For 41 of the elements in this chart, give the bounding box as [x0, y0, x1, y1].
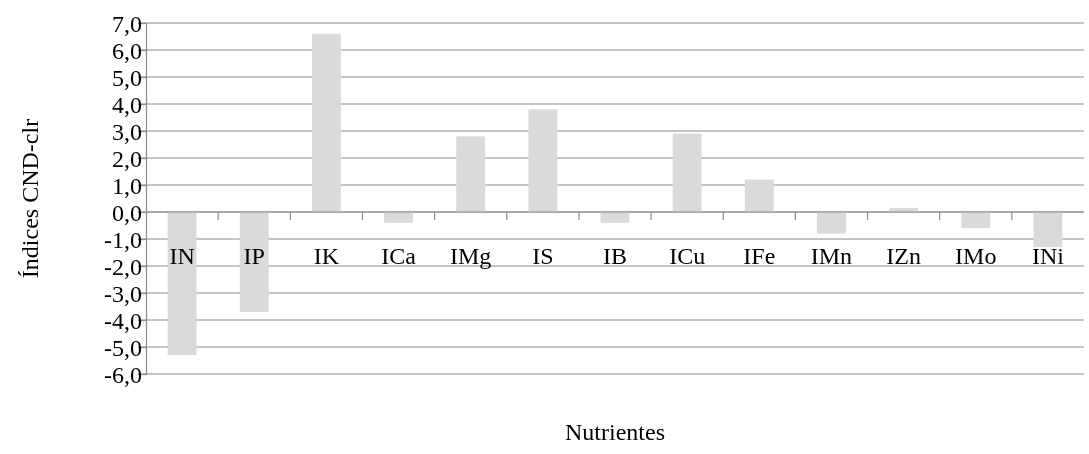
y-tick-label: 6,0 [112, 37, 142, 64]
x-tick-label: INi [1031, 243, 1065, 269]
y-tick-label: 4,0 [112, 91, 142, 118]
x-axis-title: Nutrientes [565, 419, 665, 445]
y-tick-label: 5,0 [112, 64, 142, 91]
y-tick-label: 0,0 [112, 199, 142, 226]
y-tick-label: 3,0 [112, 118, 142, 145]
bar [528, 109, 558, 212]
bar [311, 33, 341, 212]
y-tick-label: -5,0 [104, 334, 142, 361]
x-tick-label: IMg [450, 243, 492, 269]
x-tick-label: IMn [810, 243, 853, 269]
bar [600, 212, 630, 223]
y-tick-label: 1,0 [112, 172, 142, 199]
y-tick-label: 7,0 [112, 10, 142, 37]
y-tick-label: 2,0 [112, 145, 142, 172]
x-tick-label: IK [313, 243, 340, 269]
bar [961, 212, 991, 229]
x-tick-label: IS [532, 243, 554, 269]
bar [672, 133, 702, 212]
bar [744, 179, 774, 212]
bar [817, 212, 846, 234]
x-tick-label: IMo [955, 243, 997, 269]
bar [167, 212, 197, 356]
x-tick-label: IN [169, 243, 195, 269]
y-tick-label: -3,0 [104, 280, 142, 307]
x-tick-label: ICa [381, 243, 417, 269]
y-axis-title: Índices CND-clr [17, 118, 43, 279]
x-tick-label: IFe [743, 243, 776, 269]
y-tick-label: -2,0 [104, 253, 142, 280]
bar [384, 212, 413, 223]
x-tick-label: IZn [886, 243, 921, 269]
y-tick-label: -1,0 [104, 226, 142, 253]
bar [456, 136, 486, 212]
x-tick-label: IP [243, 243, 265, 269]
bar [239, 212, 269, 312]
y-tick-label: -6,0 [104, 361, 142, 388]
x-tick-label: ICu [669, 243, 706, 269]
y-tick-label: -4,0 [104, 307, 142, 334]
x-tick-label: IB [603, 243, 627, 269]
bar [1033, 212, 1063, 248]
